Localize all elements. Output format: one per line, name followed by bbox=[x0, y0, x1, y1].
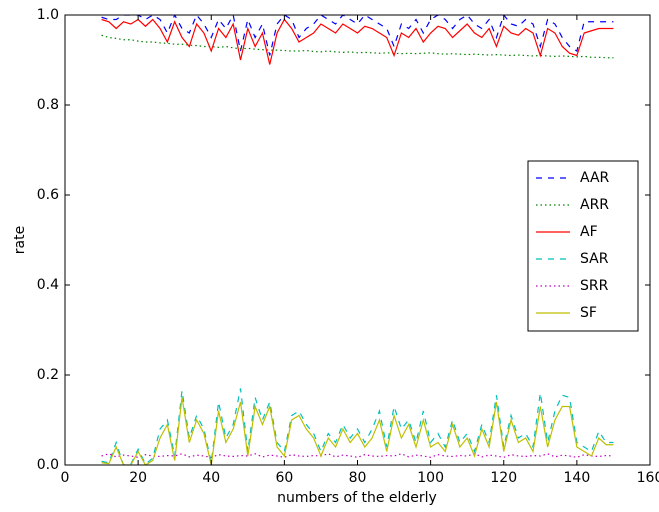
y-tick-label: 0.0 bbox=[37, 457, 59, 473]
plot-lines bbox=[101, 15, 614, 465]
x-tick-label: 40 bbox=[202, 470, 220, 486]
x-tick-label: 80 bbox=[349, 470, 367, 486]
series-line bbox=[101, 388, 614, 465]
x-tick-label: 160 bbox=[637, 470, 659, 486]
y-axis-label: rate bbox=[12, 226, 28, 254]
x-tick-label: 0 bbox=[61, 470, 70, 486]
y-tick-label: 0.2 bbox=[37, 367, 59, 383]
legend-label: SF bbox=[580, 305, 597, 321]
legend-box bbox=[527, 160, 639, 332]
series-line bbox=[101, 18, 614, 65]
x-axis-label: numbers of the elderly bbox=[277, 490, 437, 506]
series-line bbox=[101, 397, 614, 465]
x-tick-label: 120 bbox=[490, 470, 517, 486]
y-tick-label: 1.0 bbox=[37, 7, 59, 23]
series-line bbox=[101, 34, 614, 59]
series-line bbox=[101, 453, 614, 458]
legend-label: SAR bbox=[580, 251, 609, 267]
y-tick-label: 0.4 bbox=[37, 277, 59, 293]
y-tick-label: 0.8 bbox=[37, 97, 59, 113]
legend-label: AF bbox=[580, 224, 598, 240]
x-tick-label: 20 bbox=[129, 470, 147, 486]
series-line bbox=[101, 15, 614, 56]
x-tick-label: 60 bbox=[275, 470, 293, 486]
x-tick-label: 140 bbox=[564, 470, 591, 486]
legend-label: AAR bbox=[580, 170, 610, 186]
legend-label: ARR bbox=[580, 197, 609, 213]
x-tick-label: 100 bbox=[417, 470, 444, 486]
legend-label: SRR bbox=[580, 278, 609, 294]
y-tick-label: 0.6 bbox=[37, 187, 59, 203]
